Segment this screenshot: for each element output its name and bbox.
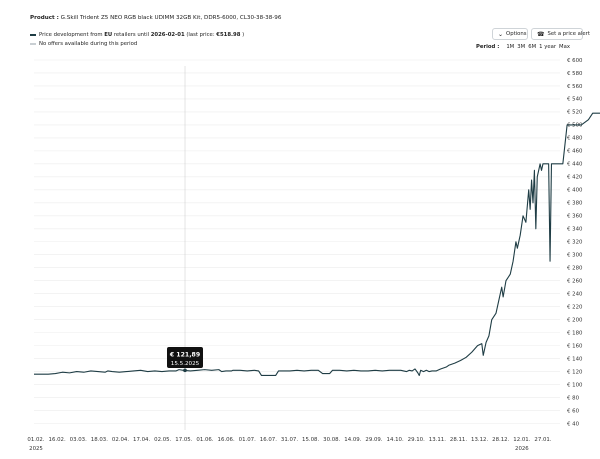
y-tick-label: € 80 (567, 395, 580, 401)
x-tick-label: 31.07. (281, 437, 298, 443)
legend-item-price[interactable]: Price development from EU retailers unti… (30, 32, 244, 38)
period-max[interactable]: Max (559, 44, 570, 50)
y-tick-label: € 340 (567, 227, 583, 233)
x-tick-label: 01.02. (27, 437, 44, 443)
x-tick-label: 15.08. (302, 437, 319, 443)
y-tick-label: € 240 (567, 291, 583, 297)
x-tick-label: 28.12. (492, 437, 509, 443)
product-name: G.Skill Trident Z5 NEO RGB black UDIMM 3… (60, 15, 282, 21)
x-year-label: 2026 (515, 446, 529, 452)
period-selector: Period : 1M 3M 6M 1 year Max (476, 44, 570, 50)
tooltip-box (167, 347, 203, 368)
price-series-line[interactable] (34, 112, 600, 377)
x-tick-label: 18.03. (91, 437, 108, 443)
y-tick-label: € 400 (567, 188, 583, 194)
x-tick-label: 17.04. (133, 437, 150, 443)
product-title: Product : G.Skill Trident Z5 NEO RGB bla… (30, 15, 281, 21)
y-tick-label: € 480 (567, 136, 583, 142)
period-3m[interactable]: 3M (517, 44, 526, 50)
legend-price-text: Price development from EU retailers unti… (39, 32, 245, 38)
y-tick-label: € 320 (567, 240, 583, 246)
x-tick-label: 02.04. (112, 437, 129, 443)
x-tick-label: 01.06. (196, 437, 213, 443)
y-tick-label: € 60 (567, 408, 580, 414)
chevron-down-icon: ⌄ (498, 30, 504, 38)
y-tick-label: € 380 (567, 201, 583, 207)
x-tick-label: 13.11. (429, 437, 446, 443)
tooltip-date: 15.5.2025 (171, 361, 200, 367)
x-tick-label: 29.10. (408, 437, 425, 443)
x-tick-label: 12.01. (513, 437, 530, 443)
legend-no-offers-text: No offers available during this period (39, 41, 138, 47)
options-button[interactable]: ⌄ Options (492, 28, 528, 40)
x-tick-label: 16.07. (260, 437, 277, 443)
y-tick-label: € 220 (567, 304, 583, 310)
x-tick-label: 29.09. (365, 437, 382, 443)
y-tick-label: € 40 (567, 421, 580, 427)
y-tick-label: € 120 (567, 369, 583, 375)
x-tick-label: 28.11. (450, 437, 467, 443)
x-tick-label: 16.02. (49, 437, 66, 443)
y-tick-label: € 580 (567, 71, 583, 77)
x-tick-label: 16.06. (218, 437, 235, 443)
price-alert-button[interactable]: ☎ Set a price alert (531, 28, 590, 40)
y-tick-label: € 300 (567, 253, 583, 259)
y-tick-label: € 540 (567, 97, 583, 103)
y-tick-label: € 200 (567, 317, 583, 323)
x-tick-label: 17.05. (175, 437, 192, 443)
highlight-point[interactable] (183, 368, 187, 373)
y-tick-label: € 600 (567, 58, 583, 64)
y-tick-label: € 260 (567, 279, 583, 285)
period-label: Period : (476, 44, 500, 50)
x-tick-label: 03.03. (70, 437, 87, 443)
price-alert-label: Set a price alert (547, 31, 590, 37)
product-label: Product : (30, 15, 59, 21)
period-1m[interactable]: 1M (506, 44, 515, 50)
y-tick-label: € 100 (567, 382, 583, 388)
y-tick-label: € 500 (567, 123, 583, 129)
y-tick-label: € 180 (567, 330, 583, 336)
bell-icon: ☎ (537, 30, 545, 38)
y-tick-label: € 280 (567, 266, 583, 272)
legend-line-swatch (30, 34, 36, 36)
options-label: Options (506, 31, 527, 37)
x-tick-label: 27.01. (534, 437, 551, 443)
y-tick-label: € 140 (567, 356, 583, 362)
tooltip-price: € 121,89 (169, 352, 200, 359)
period-1-year[interactable]: 1 year (539, 44, 557, 50)
x-tick-label: 01.07. (239, 437, 256, 443)
y-tick-label: € 420 (567, 175, 583, 181)
x-tick-label: 14.09. (344, 437, 361, 443)
y-tick-label: € 560 (567, 84, 583, 90)
x-tick-label: 13.12. (471, 437, 488, 443)
y-tick-label: € 160 (567, 343, 583, 349)
x-tick-label: 14.10. (387, 437, 404, 443)
x-tick-label: 30.08. (323, 437, 340, 443)
y-tick-label: € 440 (567, 162, 583, 168)
period-6m[interactable]: 6M (528, 44, 537, 50)
legend-item-no-offers[interactable]: No offers available during this period (30, 41, 137, 47)
x-year-label: 2025 (29, 446, 43, 452)
x-tick-label: 02.05. (154, 437, 171, 443)
y-tick-label: € 460 (567, 149, 583, 155)
y-tick-label: € 360 (567, 214, 583, 220)
y-tick-label: € 520 (567, 110, 583, 116)
legend-no-offers-swatch (30, 43, 36, 45)
